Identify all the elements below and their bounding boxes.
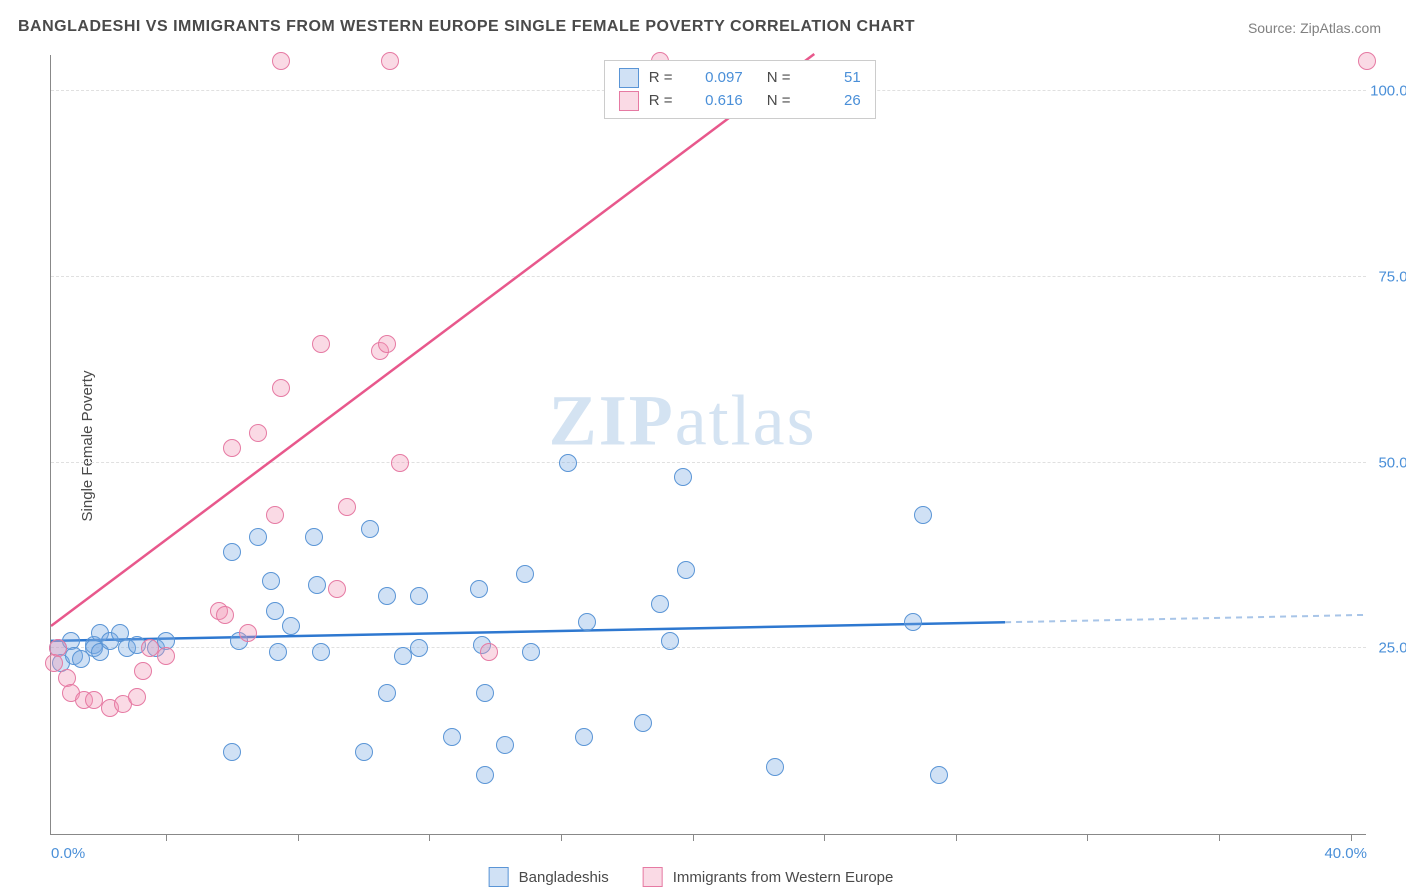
legend-label: Immigrants from Western Europe [673, 869, 894, 886]
trendline [51, 54, 1367, 834]
chart-title: BANGLADESHI VS IMMIGRANTS FROM WESTERN E… [18, 18, 915, 36]
data-point [410, 639, 428, 657]
data-point [223, 439, 241, 457]
data-point [559, 454, 577, 472]
legend-swatch [643, 867, 663, 887]
data-point [223, 543, 241, 561]
xtick [956, 834, 957, 841]
data-point [378, 684, 396, 702]
xtick [824, 834, 825, 841]
data-point [128, 688, 146, 706]
data-point [476, 684, 494, 702]
data-point [1358, 52, 1376, 70]
data-point [766, 758, 784, 776]
data-point [272, 379, 290, 397]
xtick [298, 834, 299, 841]
data-point [134, 662, 152, 680]
data-point [266, 602, 284, 620]
data-point [394, 647, 412, 665]
xtick [1219, 834, 1220, 841]
ytick-label: 50.0% [1378, 454, 1406, 471]
legend-stats: R =0.097N =51R =0.616N =26 [604, 60, 876, 119]
gridline [51, 276, 1366, 277]
data-point [378, 335, 396, 353]
data-point [312, 643, 330, 661]
data-point [249, 528, 267, 546]
data-point [651, 595, 669, 613]
plot-area: ZIPatlas 25.0%50.0%75.0%100.0%0.0%40.0%R… [50, 55, 1366, 835]
data-point [674, 468, 692, 486]
data-point [677, 561, 695, 579]
gridline [51, 462, 1366, 463]
data-point [930, 766, 948, 784]
xtick [1087, 834, 1088, 841]
data-point [269, 643, 287, 661]
data-point [223, 743, 241, 761]
source-label: Source: ZipAtlas.com [1248, 20, 1381, 36]
data-point [443, 728, 461, 746]
data-point [361, 520, 379, 538]
data-point [904, 613, 922, 631]
data-point [410, 587, 428, 605]
xtick [561, 834, 562, 841]
trendline [51, 54, 1367, 834]
data-point [338, 498, 356, 516]
data-point [634, 714, 652, 732]
data-point [45, 654, 63, 672]
data-point [575, 728, 593, 746]
data-point [85, 691, 103, 709]
data-point [272, 52, 290, 70]
data-point [391, 454, 409, 472]
data-point [239, 624, 257, 642]
legend-label: Bangladeshis [519, 869, 609, 886]
gridline [51, 647, 1366, 648]
ytick-label: 25.0% [1378, 640, 1406, 657]
data-point [476, 766, 494, 784]
data-point [578, 613, 596, 631]
xtick [429, 834, 430, 841]
data-point [516, 565, 534, 583]
data-point [157, 647, 175, 665]
data-point [470, 580, 488, 598]
watermark: ZIPatlas [549, 379, 817, 462]
xtick-label: 40.0% [1324, 845, 1367, 862]
data-point [328, 580, 346, 598]
data-point [914, 506, 932, 524]
data-point [266, 506, 284, 524]
data-point [522, 643, 540, 661]
legend-bottom: Bangladeshis Immigrants from Western Euro… [489, 867, 918, 887]
data-point [355, 743, 373, 761]
data-point [216, 606, 234, 624]
xtick [1351, 834, 1352, 841]
data-point [305, 528, 323, 546]
data-point [282, 617, 300, 635]
ytick-label: 75.0% [1378, 268, 1406, 285]
data-point [381, 52, 399, 70]
data-point [312, 335, 330, 353]
data-point [661, 632, 679, 650]
data-point [141, 639, 159, 657]
xtick [693, 834, 694, 841]
data-point [496, 736, 514, 754]
data-point [308, 576, 326, 594]
data-point [378, 587, 396, 605]
data-point [480, 643, 498, 661]
data-point [249, 424, 267, 442]
ytick-label: 100.0% [1370, 83, 1406, 100]
legend-swatch [489, 867, 509, 887]
xtick [166, 834, 167, 841]
data-point [262, 572, 280, 590]
xtick-label: 0.0% [51, 845, 85, 862]
